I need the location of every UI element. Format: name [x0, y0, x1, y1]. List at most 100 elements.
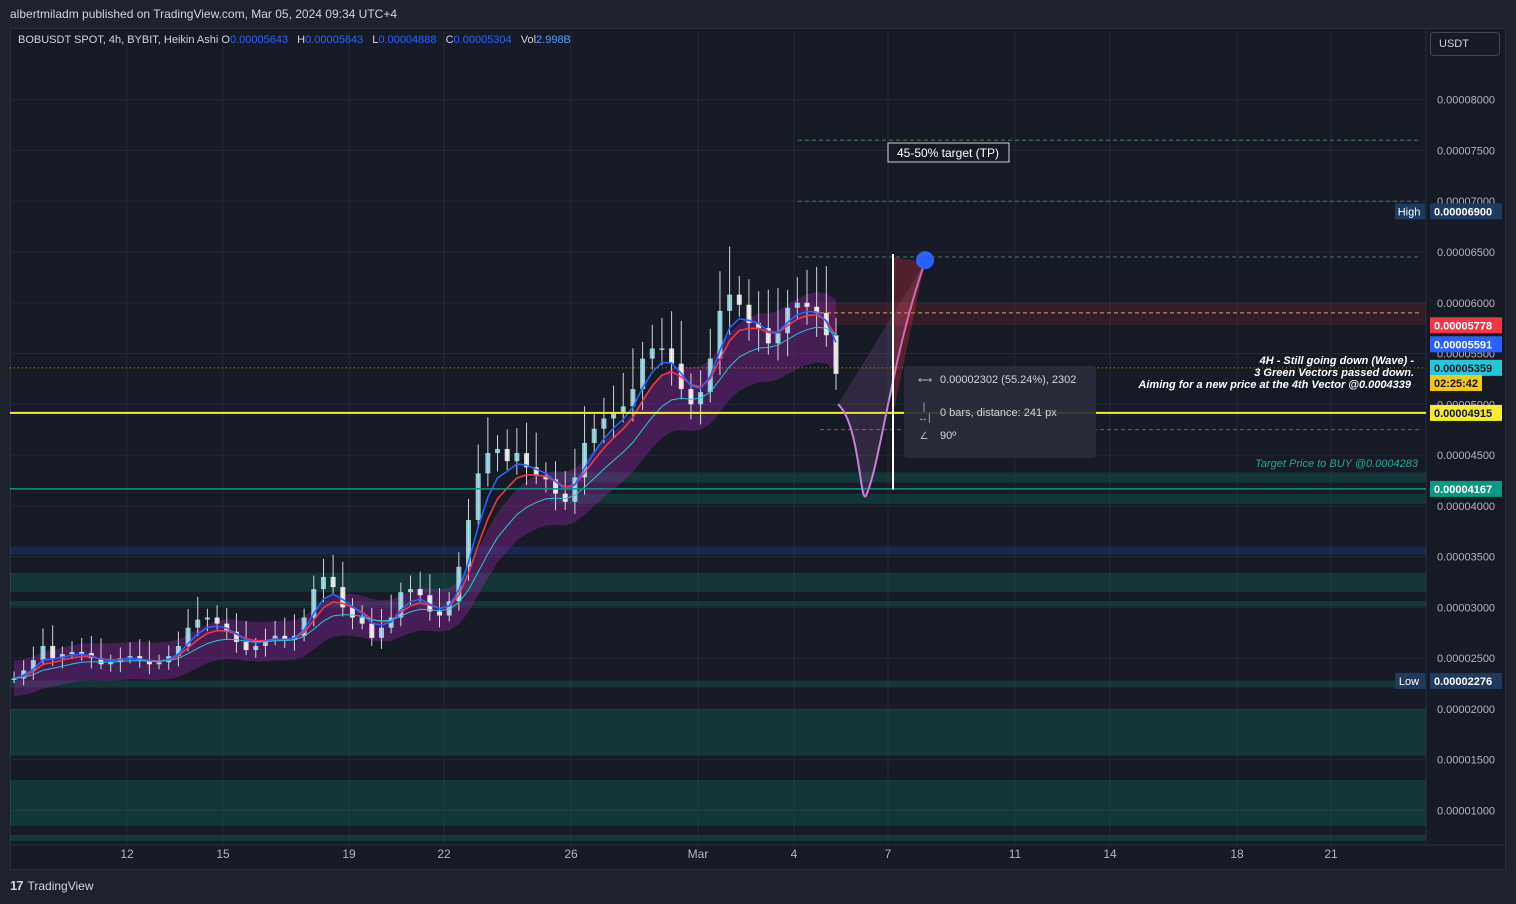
candle-body	[398, 592, 404, 618]
candle-body	[785, 307, 791, 334]
zone-rect	[550, 472, 1426, 483]
candle-body	[736, 294, 742, 305]
price-tag-bg	[1430, 317, 1502, 334]
y-tick-label: 0.00004500	[1437, 450, 1495, 462]
candle-body	[137, 656, 143, 661]
candle-body	[620, 406, 626, 413]
candle-body	[669, 348, 675, 364]
candle-body	[195, 619, 201, 628]
zone-rect	[10, 708, 1426, 756]
candle-body	[814, 306, 820, 313]
candle-body	[775, 333, 781, 344]
price-tag-bg	[1430, 336, 1502, 353]
candle-body	[746, 304, 752, 324]
candle-body	[727, 294, 733, 311]
chart-frame[interactable]	[10, 28, 1506, 870]
price-axis: 0.000080000.000075000.000070000.00006500…	[1437, 95, 1495, 818]
y-tick-label: 0.00006000	[1437, 298, 1495, 310]
x-tick-label: 26	[564, 847, 578, 861]
candle-body	[214, 617, 220, 624]
candle-body	[804, 302, 810, 307]
zone-rect	[10, 680, 1426, 688]
candle-body	[30, 660, 36, 671]
price-tag-label: High	[1398, 206, 1421, 218]
x-tick-label: 11	[1009, 847, 1022, 861]
price-tag-value: 0.00004167	[1434, 484, 1492, 496]
measure-bars: 0 bars, distance: 241 px	[940, 407, 1057, 419]
tradingview-logo-icon: 17	[10, 878, 24, 893]
measure-change: 0.00002302 (55.24%), 2302	[940, 374, 1077, 386]
ema-slow-line	[13, 326, 837, 679]
candle-body	[243, 641, 249, 651]
target-dot	[916, 251, 934, 270]
currency-selector[interactable]: USDT	[1430, 32, 1500, 56]
candle-body	[524, 453, 530, 468]
price-tag-label-bg	[1395, 672, 1425, 689]
low-value: 0.00004888	[378, 34, 437, 46]
close-label: C	[445, 34, 454, 46]
price-tag-value: 0.00002276	[1434, 676, 1492, 688]
y-tick-label: 0.00003000	[1437, 602, 1495, 614]
y-tick-label: 0.00001000	[1437, 805, 1495, 817]
x-tick-label: 12	[120, 847, 134, 861]
y-tick-label: 0.00002500	[1437, 653, 1495, 665]
measure-angle: 90º	[940, 430, 957, 442]
measure-tooltip: ⟷ 0.00002302 (55.24%), 2302 |↔| 0 bars, di…	[904, 366, 1096, 458]
zone-rect	[10, 572, 1426, 593]
angle-icon: ∠	[919, 430, 929, 442]
price-tag-value: 0.00006900	[1434, 206, 1492, 218]
candle-body	[175, 645, 181, 657]
range-icon: ⟷	[918, 374, 933, 386]
candle-body	[369, 623, 375, 638]
low-label: L	[372, 34, 379, 46]
zone-rect	[10, 834, 1426, 841]
candle-body	[591, 428, 597, 443]
tp-label: 45-50% target (TP)	[897, 146, 999, 160]
price-tag-label: Low	[1399, 676, 1419, 688]
bars-icon: |↔|	[918, 402, 931, 424]
note-line-2: 3 Green Vectors passed down.	[1254, 367, 1414, 379]
price-tag-value: 0.00005359	[1434, 363, 1492, 375]
candle-body	[562, 493, 568, 502]
candle-body	[466, 520, 472, 567]
candle-body	[40, 645, 46, 661]
candle-body	[630, 389, 636, 407]
price-tag-value: 02:25:42	[1434, 378, 1478, 390]
candle-body	[553, 479, 559, 494]
y-tick-label: 0.00001500	[1437, 755, 1495, 767]
candle-body	[320, 576, 326, 590]
footer-brand[interactable]: 17 TradingView	[10, 878, 94, 893]
published-header: albertmiladm published on TradingView.co…	[10, 7, 397, 21]
candle-body	[688, 389, 694, 405]
high-value: 0.00005643	[305, 34, 364, 46]
resistance-zone	[800, 302, 1426, 326]
zone-rect	[10, 601, 1426, 607]
candle-body	[833, 335, 839, 374]
x-tick-label: Mar	[688, 847, 709, 861]
footer-brand-name: TradingView	[27, 878, 94, 893]
candle-body	[456, 566, 462, 602]
x-tick-label: 7	[885, 847, 892, 861]
candle-body	[204, 617, 210, 620]
chart-grid	[10, 30, 1506, 846]
y-tick-label: 0.00008000	[1437, 95, 1495, 107]
open-value: 0.00005643	[229, 34, 289, 46]
candle-body	[514, 453, 520, 462]
candle-body	[59, 654, 65, 659]
candle-body	[640, 358, 646, 390]
support-zones	[10, 302, 1426, 841]
candle-body	[407, 589, 413, 593]
x-tick-label: 14	[1103, 847, 1117, 861]
price-tag-bg	[1430, 404, 1502, 421]
tp-label-box	[887, 142, 1010, 163]
candle-body	[69, 652, 75, 655]
candle-body	[717, 310, 723, 359]
y-tick-label: 0.00002000	[1437, 704, 1495, 716]
candle-body	[282, 635, 288, 640]
symbol-title: BOBUSDT SPOT, 4h, BYBIT, Heikin Ashi	[18, 34, 219, 46]
price-tag-bg	[1430, 374, 1482, 391]
candle-body	[50, 645, 56, 659]
candle-body	[659, 348, 665, 350]
candle-body	[485, 453, 491, 474]
